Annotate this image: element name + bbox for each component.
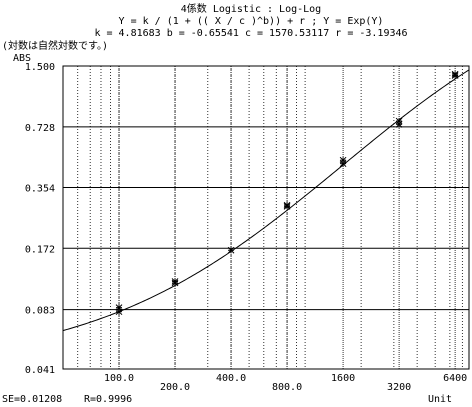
- x-tick-labels: 100.0 200.0 400.0 800.0 1600 3200 6400: [104, 373, 467, 393]
- plot-frame: [62, 65, 470, 370]
- data-point: [171, 278, 179, 285]
- x-tick-label: 100.0: [104, 373, 134, 384]
- data-point: [339, 156, 347, 164]
- x-tick-label: 800.0: [272, 382, 302, 393]
- x-tick-label: 200.0: [160, 382, 190, 393]
- y-tick-label: 1.500: [25, 62, 55, 73]
- fit-parameters: k = 4.81683 b = -0.65541 c = 1570.53117 …: [94, 28, 407, 39]
- chart-title: 4係数 Logistic : Log-Log: [181, 2, 321, 15]
- y-tick-label: 0.083: [25, 306, 55, 317]
- data-point: [395, 117, 403, 125]
- x-tick-label: 1600: [331, 373, 355, 384]
- y-tick-label: 0.172: [25, 244, 55, 255]
- data-point: [451, 70, 459, 78]
- r-value: R=0.9996: [84, 394, 132, 405]
- x-axis-label: Unit: [428, 394, 452, 405]
- grid-lines: [63, 65, 469, 370]
- chart-equation: Y = k / (1 + (( X / c )^b)) + r ; Y = Ex…: [119, 16, 384, 27]
- y-tick-label: 0.728: [25, 123, 55, 134]
- y-axis-label: ABS: [13, 53, 31, 64]
- se-value: SE=0.01208: [2, 394, 62, 405]
- log-note: (対数は自然対数です。): [2, 39, 108, 52]
- x-tick-label: 3200: [387, 382, 411, 393]
- y-tick-label: 0.354: [25, 184, 55, 195]
- data-point: [115, 304, 123, 311]
- data-points: [115, 70, 459, 316]
- x-tick-label: 400.0: [216, 373, 246, 384]
- x-tick-label: 6400: [443, 373, 467, 384]
- y-tick-labels: 1.500 0.728 0.354 0.172 0.083 0.041: [25, 62, 55, 376]
- fit-curve-layer: [62, 69, 470, 332]
- data-point: [227, 246, 235, 254]
- data-point: [283, 201, 291, 209]
- fit-curve: [62, 69, 470, 332]
- y-tick-label: 0.041: [25, 365, 55, 376]
